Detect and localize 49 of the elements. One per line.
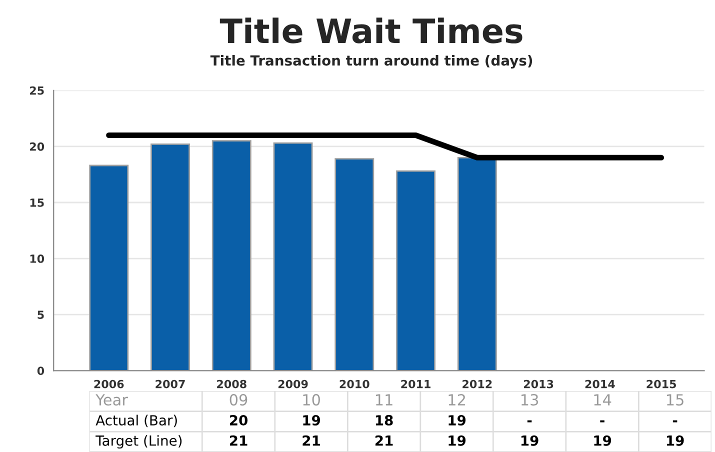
text: 20 <box>230 415 248 426</box>
bar <box>212 140 252 371</box>
bar <box>273 142 313 371</box>
text: 19 <box>448 435 466 446</box>
text: 11 <box>376 394 392 406</box>
text: Year <box>96 394 128 406</box>
text: 19 <box>594 435 612 446</box>
x-tick-label: 2009 <box>278 380 308 388</box>
x-tick-label: 2010 <box>340 380 370 388</box>
bar <box>396 170 436 371</box>
y-tick-label: 0 <box>37 366 44 376</box>
text: 14 <box>594 394 612 406</box>
bar <box>334 158 374 371</box>
x-tick-label: 2012 <box>462 380 492 388</box>
text: 12 <box>448 394 465 406</box>
x-tick-label: 2013 <box>524 380 554 388</box>
chart-subtitle: Title Transaction turn around time (days) <box>210 54 532 69</box>
y-tick-label: 15 <box>30 198 44 207</box>
text: - <box>527 420 532 422</box>
text: 09 <box>230 394 248 406</box>
text: 21 <box>230 435 248 446</box>
bar <box>457 156 497 371</box>
text: Target (Line) <box>96 435 182 449</box>
text: 15 <box>667 394 684 406</box>
text: 19 <box>521 435 538 446</box>
text: Actual (Bar) <box>96 414 177 428</box>
text: 21 <box>375 435 393 446</box>
text: 21 <box>302 435 320 446</box>
x-tick-label: 2015 <box>646 380 676 388</box>
bar <box>150 144 190 371</box>
x-tick-label: 2007 <box>156 380 185 388</box>
y-tick-label: 20 <box>30 142 44 151</box>
text: 19 <box>666 435 684 446</box>
y-tick-label: 25 <box>30 86 44 95</box>
text: - <box>600 420 604 422</box>
text: - <box>672 420 678 422</box>
text: 19 <box>448 415 466 426</box>
x-tick-label: 2014 <box>585 380 615 388</box>
chart-title: Title Wait Times <box>220 18 522 44</box>
y-tick-label: 5 <box>38 310 44 319</box>
text: 13 <box>521 394 538 406</box>
text: 18 <box>376 415 393 426</box>
bar <box>89 164 129 371</box>
text: 19 <box>303 415 320 426</box>
x-tick-label: 2008 <box>217 380 246 388</box>
text: 10 <box>303 394 320 406</box>
x-tick-label: 2006 <box>94 380 124 388</box>
x-tick-label: 2011 <box>401 380 430 388</box>
y-tick-label: 10 <box>30 254 44 263</box>
